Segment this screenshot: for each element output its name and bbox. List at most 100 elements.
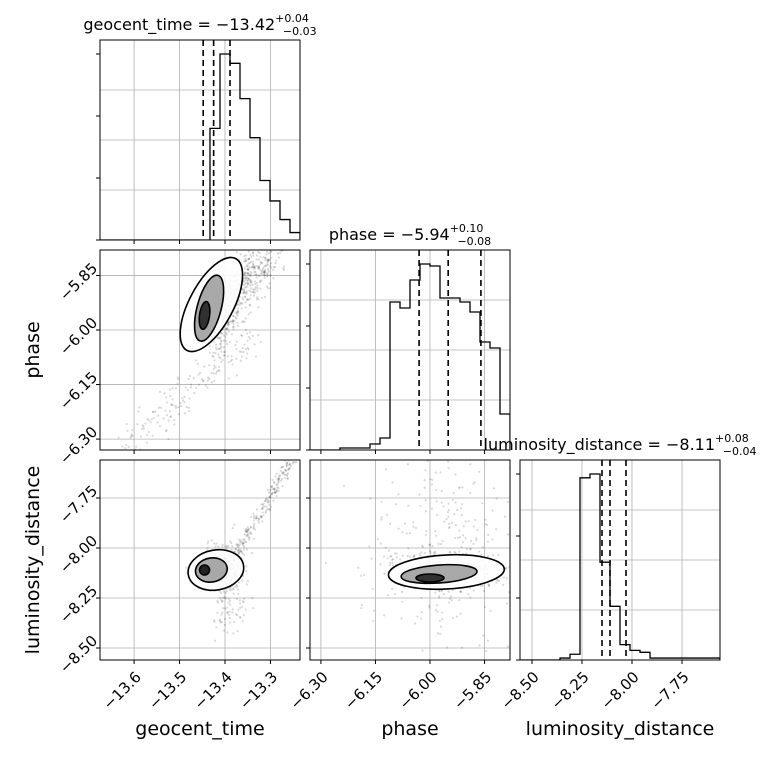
sample-point [253, 270, 256, 273]
sample-point [401, 600, 404, 603]
sample-point [447, 467, 450, 470]
sample-point [420, 551, 423, 554]
sample-point [277, 486, 280, 490]
sample-point [236, 629, 239, 633]
sample-point [261, 268, 265, 271]
sample-point [255, 516, 258, 519]
sample-point [285, 464, 288, 467]
sample-point [278, 474, 281, 477]
sample-point [244, 530, 247, 533]
sample-point [238, 350, 241, 353]
sample-point [290, 456, 292, 458]
sample-point [277, 481, 280, 484]
sample-point [146, 418, 149, 421]
sample-point [206, 546, 209, 550]
sample-point [152, 416, 155, 420]
sample-point [125, 422, 128, 426]
sample-point [221, 611, 224, 614]
sample-point [215, 626, 218, 629]
sample-point [272, 481, 276, 485]
sample-point [130, 433, 133, 436]
sample-point [276, 486, 279, 489]
sample-point [235, 347, 238, 351]
sample-point [215, 542, 218, 545]
sample-point [263, 295, 267, 298]
sample-point [238, 599, 242, 602]
sample-point [384, 546, 387, 549]
sample-point [431, 545, 434, 548]
sample-point [379, 542, 382, 545]
sample-point [220, 600, 223, 603]
sample-point [243, 276, 247, 279]
sample-point [504, 568, 507, 571]
sample-point [469, 539, 473, 543]
sample-point [232, 315, 235, 318]
sample-point [238, 538, 241, 541]
sample-point [228, 588, 231, 591]
sample-point [390, 558, 394, 562]
sample-point [270, 485, 273, 488]
axes-frame [519, 459, 721, 661]
sample-point [442, 505, 445, 508]
y-tick-label-phase: −5.85 [56, 259, 101, 304]
sample-point [208, 351, 212, 354]
sample-point [399, 558, 402, 561]
sample-point [218, 590, 221, 593]
sample-point [257, 521, 260, 524]
sample-point [227, 597, 230, 600]
sample-point [244, 328, 247, 331]
sample-point [240, 355, 244, 358]
sample-point [271, 478, 274, 482]
sample-point [243, 289, 246, 292]
sample-point [277, 479, 280, 482]
sample-point [254, 528, 257, 531]
sample-point [239, 602, 242, 605]
sample-point [266, 263, 269, 267]
sample-point [250, 255, 253, 259]
sample-point [420, 610, 423, 614]
sample-point [235, 597, 239, 600]
sample-point [297, 455, 299, 457]
hist-panel-phase: phase = −5.94+0.10 −0.08 [306, 222, 511, 454]
sample-point [515, 504, 517, 506]
sample-point [242, 597, 246, 600]
x-tick-label-geocent_time: −13.3 [236, 668, 281, 713]
sample-point [273, 491, 276, 494]
sample-point [210, 371, 213, 375]
sample-point [380, 518, 383, 521]
sample-point [264, 268, 267, 271]
sample-point [220, 613, 223, 616]
sample-point [271, 246, 273, 248]
sample-point [405, 532, 408, 535]
sample-point [472, 482, 475, 485]
sample-point [235, 613, 239, 617]
sample-point [412, 525, 415, 528]
sample-point [221, 600, 224, 603]
sample-point [169, 394, 172, 398]
sample-point [165, 401, 169, 404]
sample-point [393, 552, 397, 555]
sample-point [224, 607, 227, 610]
sample-point [263, 271, 266, 274]
sample-point [188, 374, 192, 378]
sample-point [255, 281, 259, 284]
sample-point [228, 341, 231, 344]
sample-point [280, 479, 283, 482]
sample-point [265, 505, 268, 508]
sample-point [125, 443, 128, 447]
sample-point [270, 250, 273, 254]
sample-point [242, 350, 245, 354]
sample-point [232, 592, 235, 595]
sample-point [282, 267, 285, 270]
sample-point [203, 365, 206, 368]
sample-point [264, 510, 267, 513]
sample-point [413, 622, 417, 625]
sample-point [240, 550, 243, 553]
sample-point [217, 369, 220, 372]
sample-point [434, 529, 437, 533]
sample-point [227, 601, 230, 604]
sample-point [245, 276, 248, 279]
hist-panel-geocent_time: geocent_time = −13.42+0.04 −0.03 [83, 12, 317, 244]
sample-point [222, 607, 225, 610]
sample-point [232, 325, 235, 329]
